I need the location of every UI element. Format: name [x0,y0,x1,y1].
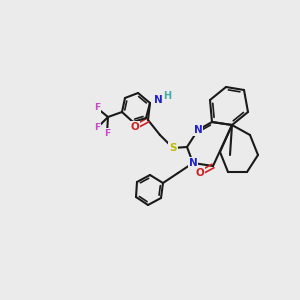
Text: N: N [194,125,202,135]
Text: O: O [196,168,204,178]
Text: O: O [130,122,140,132]
Text: F: F [94,124,100,133]
Text: N: N [189,158,197,168]
Text: N: N [154,95,162,105]
Text: F: F [104,128,110,137]
Text: S: S [169,143,177,153]
Text: F: F [94,103,100,112]
Text: H: H [163,91,171,101]
